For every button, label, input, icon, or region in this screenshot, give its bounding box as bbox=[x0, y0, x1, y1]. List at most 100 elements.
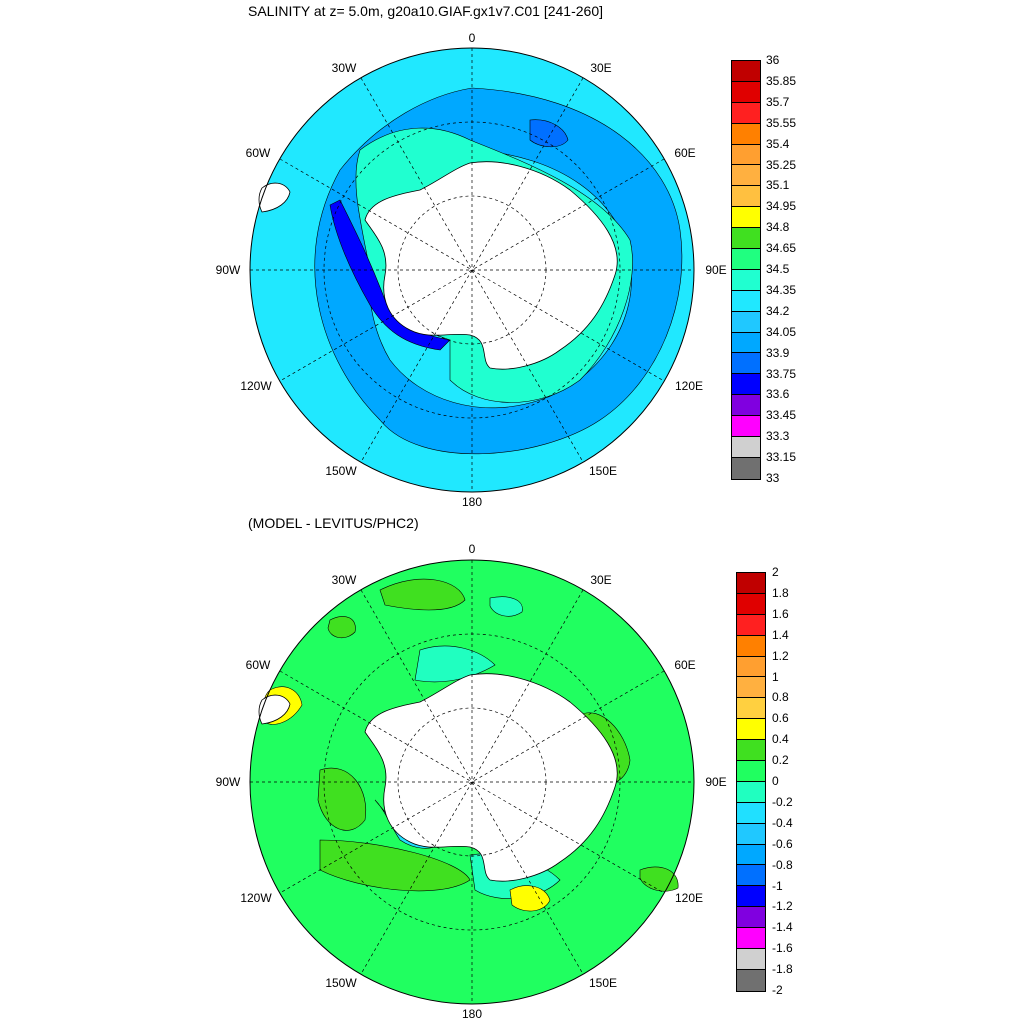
top-lon-label: 120E bbox=[674, 379, 704, 393]
top-lon-label: 90W bbox=[215, 263, 241, 277]
colorbar-tick-label: 1 bbox=[772, 669, 779, 684]
colorbar-tick-label: 33.75 bbox=[766, 366, 797, 381]
colorbar-tick-label: 35.7 bbox=[766, 94, 790, 109]
colorbar-tick-label: 34.5 bbox=[766, 262, 790, 276]
bottom-lon-label: 90E bbox=[705, 775, 727, 789]
colorbar-tick-label: 35.85 bbox=[766, 73, 797, 88]
bottom-lon-label: 150E bbox=[588, 976, 618, 990]
colorbar-segment bbox=[737, 761, 765, 782]
colorbar-segment bbox=[737, 573, 765, 594]
colorbar-segment bbox=[737, 677, 765, 699]
colorbar-segment bbox=[732, 269, 760, 291]
colorbar-tick-label: 34.05 bbox=[766, 324, 797, 339]
bottom-lon-label: 30W bbox=[331, 573, 357, 587]
colorbar-tick-label: 33.9 bbox=[766, 345, 790, 360]
colorbar-segment bbox=[732, 311, 760, 333]
colorbar-tick-label: -1 bbox=[772, 878, 783, 893]
top-map-coastal-low-salinity bbox=[329, 199, 451, 351]
map-title-salinity: SALINITY at z= 5.0m, g20a10.GIAF.gx1v7.C… bbox=[248, 3, 604, 19]
top-lon-label: 0 bbox=[468, 31, 476, 45]
colorbar-tick-label: 33.3 bbox=[766, 429, 790, 444]
colorbar-segment bbox=[732, 123, 760, 145]
colorbar-tick-label: 35.25 bbox=[766, 157, 797, 172]
colorbar-segment bbox=[737, 823, 765, 845]
colorbar-segment bbox=[737, 928, 765, 950]
colorbar-tick-label: 2 bbox=[772, 565, 779, 579]
colorbar-segment bbox=[732, 395, 760, 417]
colorbar-segment bbox=[732, 249, 760, 270]
top-lon-label: 150E bbox=[588, 464, 618, 478]
bottom-map-positive-patch-2 bbox=[317, 767, 367, 831]
top-lon-label: 150W bbox=[325, 464, 357, 478]
colorbar-tick-label: -0.6 bbox=[772, 836, 793, 851]
colorbar-tick-label: -0.4 bbox=[772, 815, 793, 830]
bottom-lon-label: 120W bbox=[240, 891, 272, 905]
colorbar-segment bbox=[737, 781, 765, 803]
colorbar-segment bbox=[732, 457, 760, 479]
bottom-lon-label: 150W bbox=[325, 976, 357, 990]
bottom-lon-label: 30E bbox=[590, 573, 612, 587]
colorbar-tick-label: -0.8 bbox=[772, 857, 793, 872]
colorbar-segment bbox=[737, 719, 765, 741]
top-map bbox=[249, 47, 695, 493]
colorbar-segment bbox=[737, 698, 765, 720]
colorbar-tick-label: 0 bbox=[772, 774, 779, 788]
colorbar-top bbox=[731, 60, 761, 480]
bottom-lon-label: 180 bbox=[461, 1007, 483, 1021]
colorbar-segment bbox=[732, 332, 760, 354]
colorbar-tick-label: 1.2 bbox=[772, 648, 789, 663]
colorbar-tick-label: 33 bbox=[766, 471, 780, 485]
colorbar-tick-label: 36 bbox=[766, 53, 780, 67]
colorbar-segment bbox=[737, 802, 765, 824]
colorbar-tick-label: 35.55 bbox=[766, 115, 797, 130]
colorbar-segment bbox=[732, 61, 760, 82]
colorbar-segment bbox=[732, 290, 760, 312]
bottom-map-negative-patch-3 bbox=[489, 596, 523, 617]
top-lon-label: 30E bbox=[590, 61, 612, 75]
colorbar-tick-label: 1.6 bbox=[772, 606, 789, 621]
colorbar-segment bbox=[732, 102, 760, 124]
bottom-lon-label: 90W bbox=[215, 775, 241, 789]
top-map-patch-33.9 bbox=[529, 119, 569, 148]
bottom-map-antarctica bbox=[364, 673, 618, 882]
colorbar-segment bbox=[737, 635, 765, 657]
bottom-map-positive-patch-3 bbox=[319, 839, 471, 892]
colorbar-tick-label: -1.2 bbox=[772, 899, 793, 914]
colorbar-tick-label: 0.6 bbox=[772, 711, 789, 726]
colorbar-tick-label: 0.8 bbox=[772, 690, 789, 705]
colorbar-segment bbox=[732, 228, 760, 250]
colorbar-segment bbox=[737, 656, 765, 678]
bottom-map-south-america bbox=[258, 694, 291, 725]
bottom-map-negative-patch-1 bbox=[414, 645, 496, 683]
colorbar-segment bbox=[737, 865, 765, 887]
bottom-lon-label: 60E bbox=[674, 658, 696, 672]
colorbar-segment bbox=[737, 740, 765, 762]
colorbar-tick-label: 35.4 bbox=[766, 136, 790, 151]
top-map-south-america bbox=[258, 182, 291, 213]
colorbar-segment bbox=[737, 969, 765, 991]
bottom-lon-label: 0 bbox=[468, 542, 476, 556]
colorbar-tick-label: 33.6 bbox=[766, 387, 790, 402]
colorbar-tick-label: 1.8 bbox=[772, 585, 789, 600]
colorbar-tick-label: -1.6 bbox=[772, 941, 793, 956]
colorbar-tick-label: 34.35 bbox=[766, 282, 797, 297]
colorbar-tick-label: -2 bbox=[772, 983, 783, 997]
colorbar-tick-label: 1.4 bbox=[772, 627, 789, 642]
bottom-lon-label: 60W bbox=[245, 658, 271, 672]
colorbar-segment bbox=[732, 353, 760, 375]
top-lon-label: 60E bbox=[674, 146, 696, 160]
top-lon-label: 90E bbox=[705, 263, 727, 277]
colorbar-segment bbox=[732, 165, 760, 187]
colorbar-segment bbox=[737, 593, 765, 615]
colorbar-tick-label: -1.8 bbox=[772, 962, 793, 977]
colorbar-tick-label: 33.45 bbox=[766, 408, 797, 423]
colorbar-tick-label: 0.4 bbox=[772, 732, 789, 747]
top-map-antarctica bbox=[364, 161, 618, 370]
colorbar-segment bbox=[737, 907, 765, 929]
colorbar-tick-label: -1.4 bbox=[772, 920, 793, 935]
colorbar-tick-label: 0.2 bbox=[772, 753, 789, 768]
colorbar-segment bbox=[732, 437, 760, 458]
bottom-map-positive-patch-5 bbox=[327, 616, 356, 639]
colorbar-tick-label: 34.65 bbox=[766, 241, 797, 256]
map-title-difference: (MODEL - LEVITUS/PHC2) bbox=[248, 515, 419, 531]
